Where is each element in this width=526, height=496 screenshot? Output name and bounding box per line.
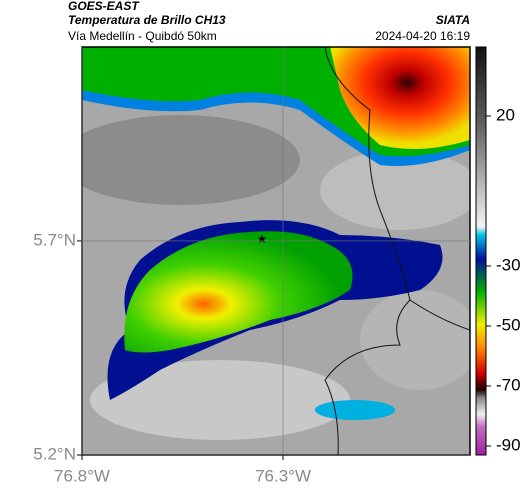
- colorbar: [475, 46, 487, 456]
- source: GOES-EAST: [68, 0, 140, 13]
- lat-label: 5.7°N: [33, 230, 76, 249]
- colorbar-label: -70: [496, 375, 521, 394]
- colorbar-label: -30: [496, 255, 521, 274]
- subtitle: Vía Medellín - Quibdó 50km: [68, 29, 217, 43]
- lon-label: 76.3°W: [255, 466, 311, 485]
- lon-label: 76.8°W: [54, 466, 110, 485]
- colorbar-label: 20: [496, 105, 515, 124]
- title: Temperatura de Brillo CH13: [68, 13, 226, 27]
- timestamp: 2024-04-20 16:19: [375, 29, 470, 43]
- colorbar-label: -90: [496, 435, 521, 454]
- lat-label: 5.2°N: [33, 444, 76, 463]
- colorbar-label: -50: [496, 315, 521, 334]
- satellite-image: ★: [82, 47, 470, 455]
- agency: SIATA: [436, 13, 470, 27]
- station-marker: ★: [257, 232, 268, 246]
